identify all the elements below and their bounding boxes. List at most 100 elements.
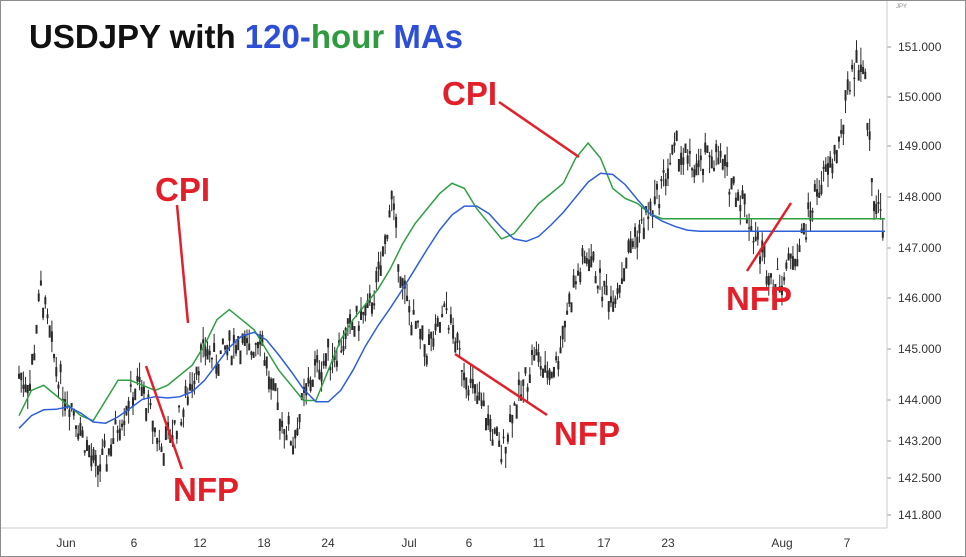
price-candle	[283, 429, 286, 435]
price-candle	[855, 50, 858, 63]
price-candle	[640, 219, 643, 221]
price-candle	[607, 301, 610, 312]
title-part-green: hour	[311, 18, 393, 55]
price-candle	[879, 209, 882, 211]
price-candle	[138, 377, 141, 383]
price-candle	[686, 155, 689, 164]
price-candle	[373, 303, 376, 306]
price-candle	[53, 353, 56, 359]
price-candle	[329, 366, 332, 371]
price-candle	[546, 370, 549, 378]
price-candle	[658, 203, 661, 209]
price-candle	[605, 285, 608, 296]
price-candle	[796, 259, 799, 267]
price-candle	[866, 122, 869, 131]
price-candle	[103, 440, 106, 447]
x-tick-label: 24	[321, 536, 335, 550]
y-tick-label: 148.000	[898, 190, 942, 204]
price-candle	[623, 268, 626, 282]
price-candle	[877, 201, 880, 204]
price-candle	[704, 142, 707, 153]
price-candle	[340, 350, 343, 353]
price-candle	[684, 143, 687, 154]
price-candle	[579, 272, 582, 283]
price-candle	[789, 253, 792, 259]
price-candle	[873, 201, 876, 212]
price-candle	[769, 273, 772, 278]
price-candle	[833, 144, 836, 155]
price-candle	[173, 420, 176, 424]
price-candle	[715, 144, 718, 153]
price-candle	[478, 391, 481, 401]
price-candle	[756, 231, 759, 240]
price-candle	[723, 154, 726, 166]
price-candle	[64, 399, 67, 411]
price-candle	[666, 168, 669, 179]
price-candle	[846, 79, 849, 90]
y-tick-label: 145.000	[898, 342, 942, 356]
x-tick-label: 11	[533, 536, 546, 550]
price-candle	[651, 210, 654, 218]
price-candle	[480, 400, 483, 406]
price-candle	[844, 90, 847, 101]
price-candle	[224, 345, 227, 350]
annotation-line-cpi-1	[175, 204, 190, 324]
price-candle	[557, 360, 560, 370]
price-candle	[438, 322, 441, 333]
price-candle	[572, 275, 575, 288]
price-candle	[745, 219, 748, 224]
price-candle	[189, 383, 192, 391]
price-candle	[583, 256, 586, 264]
price-candle	[427, 334, 430, 346]
price-candle	[410, 324, 413, 336]
price-candle	[346, 318, 349, 324]
price-candle	[379, 265, 382, 276]
price-candle	[647, 216, 650, 220]
price-candle	[445, 308, 448, 311]
price-candle	[114, 419, 117, 425]
price-candle	[533, 355, 536, 361]
price-candle	[423, 344, 426, 357]
price-candle	[669, 162, 672, 165]
price-candle	[351, 321, 354, 330]
price-candle	[791, 256, 794, 270]
price-candle	[213, 342, 216, 352]
price-candle	[160, 446, 163, 453]
annotation-nfp-1: NFP	[173, 471, 239, 508]
price-candle	[482, 400, 485, 407]
price-candle	[618, 285, 621, 293]
price-candle	[370, 302, 373, 314]
price-candle	[28, 383, 31, 392]
annotation-line-cpi-2	[498, 100, 580, 159]
price-candle	[458, 348, 461, 350]
price-candle	[110, 444, 113, 456]
price-candle	[235, 344, 238, 354]
annotation-line-nfp-2	[454, 352, 548, 417]
price-candle	[495, 427, 498, 436]
price-candle	[26, 384, 29, 394]
price-candle	[826, 163, 829, 175]
price-candle	[237, 336, 240, 351]
price-candle	[386, 234, 389, 239]
ma-blue-line	[18, 172, 885, 429]
price-candle	[603, 280, 606, 287]
price-candle	[107, 448, 110, 455]
price-candle	[693, 169, 696, 178]
price-candle	[465, 377, 468, 390]
price-candle	[184, 386, 187, 396]
annotation-cpi-2: CPI	[442, 75, 497, 112]
price-candle	[408, 306, 411, 313]
price-candle	[417, 321, 420, 323]
x-tick-label: 7	[844, 536, 851, 550]
price-candle	[531, 350, 534, 355]
price-candle	[730, 178, 733, 190]
price-candle	[430, 331, 433, 339]
price-candle	[513, 403, 516, 406]
price-candle	[739, 204, 742, 212]
price-candle	[765, 276, 768, 285]
price-candle	[491, 439, 494, 446]
price-candle	[175, 430, 178, 440]
price-candle	[300, 393, 303, 401]
price-candle	[767, 275, 770, 286]
